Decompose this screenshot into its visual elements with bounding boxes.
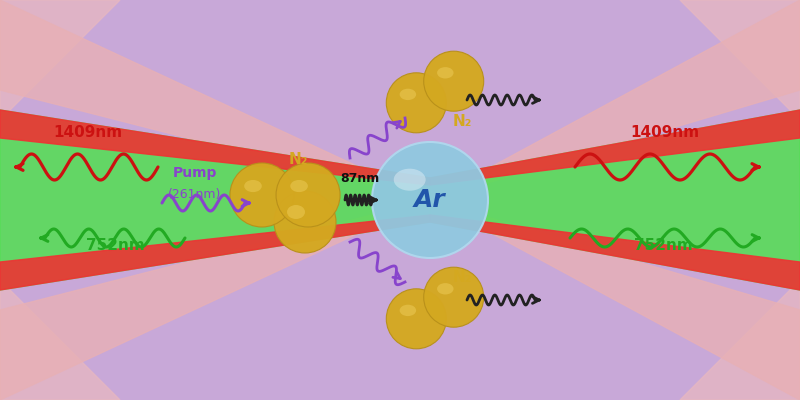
Polygon shape xyxy=(430,0,800,200)
Text: Pump: Pump xyxy=(173,166,217,180)
Ellipse shape xyxy=(386,289,446,349)
Ellipse shape xyxy=(437,67,454,78)
Text: Ar: Ar xyxy=(414,188,446,212)
Polygon shape xyxy=(680,0,800,120)
Ellipse shape xyxy=(230,163,294,227)
Polygon shape xyxy=(0,110,430,290)
Polygon shape xyxy=(0,280,120,400)
Ellipse shape xyxy=(424,51,484,111)
Text: N₂: N₂ xyxy=(288,152,308,168)
Polygon shape xyxy=(430,110,800,290)
Polygon shape xyxy=(0,0,120,120)
Ellipse shape xyxy=(437,283,454,294)
Polygon shape xyxy=(430,215,800,290)
Ellipse shape xyxy=(287,205,305,219)
Ellipse shape xyxy=(400,305,416,316)
Text: (261nm): (261nm) xyxy=(168,188,222,201)
Ellipse shape xyxy=(400,89,416,100)
Text: 87nm: 87nm xyxy=(340,172,380,185)
Polygon shape xyxy=(0,215,430,290)
Polygon shape xyxy=(680,280,800,400)
Text: 1409nm: 1409nm xyxy=(630,125,699,140)
Ellipse shape xyxy=(274,191,336,253)
Ellipse shape xyxy=(386,73,446,133)
Text: N₂: N₂ xyxy=(452,270,472,286)
Polygon shape xyxy=(0,0,430,200)
Ellipse shape xyxy=(290,180,308,192)
Text: N₂: N₂ xyxy=(452,114,472,130)
Text: 752nm: 752nm xyxy=(634,238,692,253)
Polygon shape xyxy=(430,110,800,185)
Polygon shape xyxy=(0,110,430,185)
Ellipse shape xyxy=(424,267,484,327)
Ellipse shape xyxy=(244,180,262,192)
Ellipse shape xyxy=(372,142,488,258)
Text: 752nm: 752nm xyxy=(86,238,144,253)
Polygon shape xyxy=(0,200,430,400)
Ellipse shape xyxy=(394,169,426,191)
Ellipse shape xyxy=(276,163,340,227)
Polygon shape xyxy=(430,200,800,400)
Text: 1409nm: 1409nm xyxy=(54,125,122,140)
